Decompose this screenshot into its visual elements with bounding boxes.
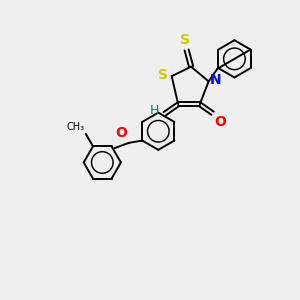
Text: CH₃: CH₃ <box>66 122 84 132</box>
Text: H: H <box>150 104 159 117</box>
Text: O: O <box>116 127 128 140</box>
Text: S: S <box>158 68 168 82</box>
Text: N: N <box>210 73 222 87</box>
Text: S: S <box>180 33 190 47</box>
Text: O: O <box>214 115 226 129</box>
